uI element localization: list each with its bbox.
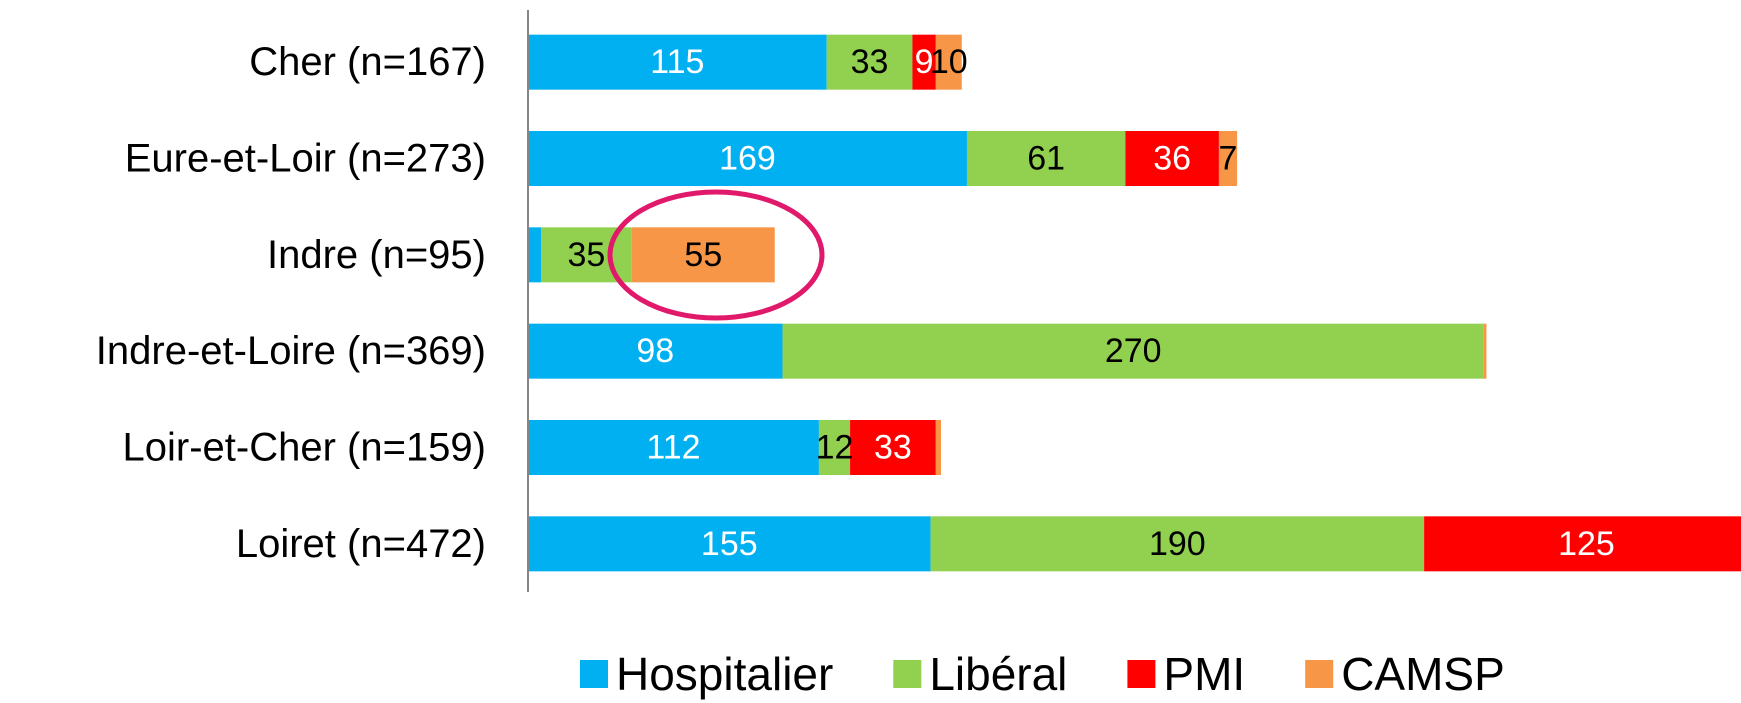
bar-segment — [1125, 131, 1219, 186]
bar-segment — [935, 420, 941, 475]
data-label: 36 — [1153, 140, 1191, 178]
category-label: Eure-et-Loir (n=273) — [125, 137, 486, 181]
bar-segment — [528, 34, 827, 90]
data-label: 125 — [1558, 525, 1615, 563]
data-label: 55 — [684, 236, 722, 274]
category-label: Indre-et-Loire (n=369) — [96, 329, 486, 373]
bar-segment — [1483, 323, 1487, 379]
legend-swatch — [580, 660, 608, 688]
category-label: Loir-et-Cher (n=159) — [123, 426, 487, 470]
category-label: Indre (n=95) — [267, 233, 486, 277]
data-label: 9 — [915, 43, 934, 81]
plot-area — [528, 34, 1741, 572]
data-label: 155 — [701, 525, 758, 563]
bar-segment — [826, 34, 913, 90]
bar-segment — [935, 34, 962, 90]
data-label: 33 — [874, 429, 912, 467]
data-label: 33 — [851, 43, 889, 81]
data-label: 61 — [1027, 140, 1065, 178]
legend-label: PMI — [1163, 648, 1245, 700]
data-label: 35 — [568, 236, 606, 274]
bar-segment — [782, 323, 1484, 379]
legend-label: Hospitalier — [616, 648, 833, 700]
legend-label: CAMSP — [1341, 648, 1505, 700]
bar-segment — [528, 420, 819, 475]
bar-segment — [1424, 516, 1741, 572]
bar-segment — [528, 227, 541, 283]
category-label: Loiret (n=472) — [236, 522, 486, 566]
data-label: 190 — [1149, 525, 1206, 563]
bar-segment — [930, 516, 1425, 572]
legend-swatch — [1305, 660, 1334, 688]
bar-segment — [912, 34, 936, 90]
data-label: 10 — [930, 43, 968, 81]
bar-segment — [528, 516, 931, 572]
data-label: 115 — [650, 43, 704, 81]
bar-segment — [818, 420, 851, 475]
category-label: Cher (n=167) — [249, 40, 486, 84]
data-label: 169 — [719, 140, 776, 178]
bar-segment — [528, 323, 783, 379]
bar-segment — [850, 420, 936, 475]
data-label: 7 — [1219, 140, 1238, 178]
legend-label: Libéral — [929, 648, 1067, 700]
legend-swatch — [893, 660, 922, 688]
bar-segment — [966, 131, 1126, 186]
bar-segment — [528, 131, 967, 186]
legend-swatch — [1127, 660, 1156, 688]
data-label: 98 — [636, 332, 674, 370]
data-label: 112 — [646, 429, 700, 467]
highlight-circle — [607, 189, 825, 321]
data-label: 12 — [816, 429, 854, 467]
bar-segment — [631, 227, 775, 283]
bar-segment — [1218, 131, 1238, 186]
data-label: 270 — [1105, 332, 1162, 370]
